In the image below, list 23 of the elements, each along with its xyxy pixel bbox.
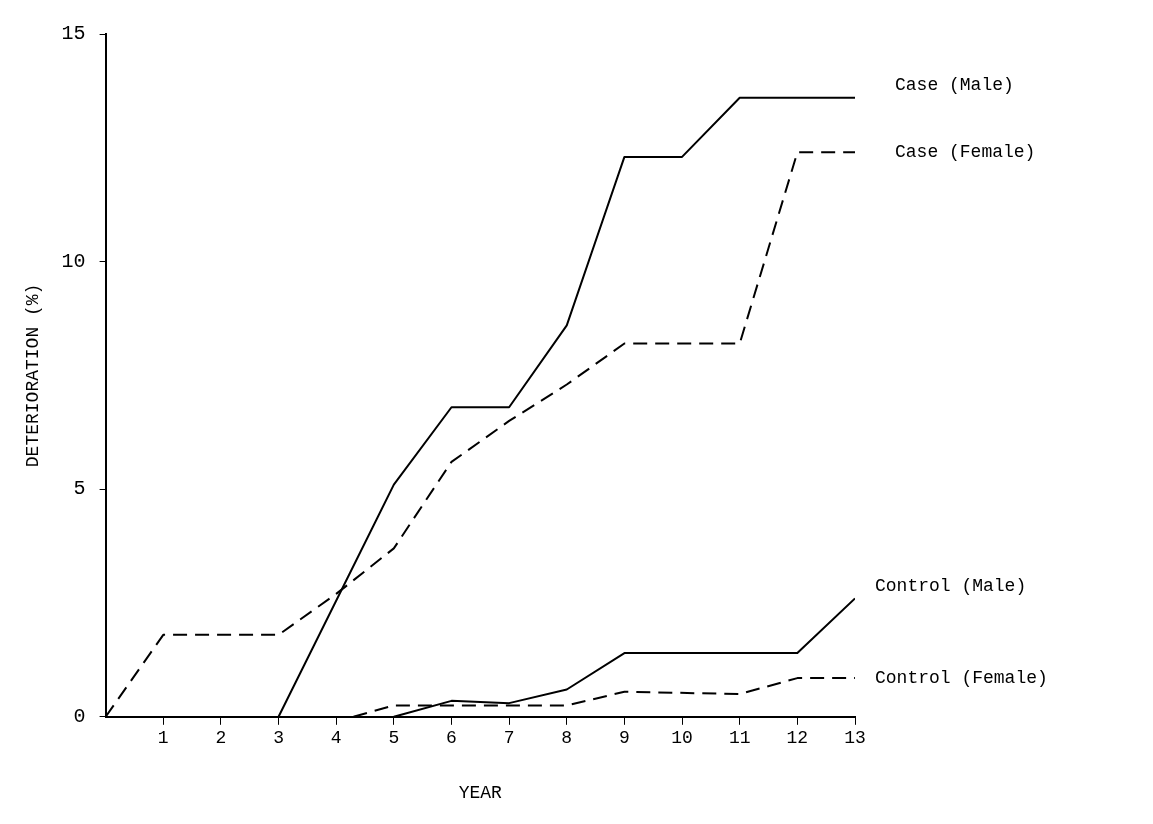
x-tick-label: 9 bbox=[619, 728, 630, 749]
x-tick-label: 11 bbox=[728, 728, 751, 749]
y-tick-label: 10 bbox=[61, 249, 86, 273]
text: Case (Male) bbox=[895, 75, 1014, 96]
y-axis-title: DETERIORATION (%) bbox=[22, 283, 43, 468]
x-tick-label: 5 bbox=[388, 728, 400, 749]
x-tick-label: 10 bbox=[671, 728, 693, 749]
text: Case (Female) bbox=[895, 142, 1036, 163]
x-tick-label: 2 bbox=[215, 728, 227, 749]
x-tick-label: 6 bbox=[446, 728, 457, 749]
x-tick-label: 4 bbox=[330, 728, 342, 749]
x-tick-label: 3 bbox=[273, 728, 284, 749]
series-label: Control (Female) bbox=[875, 667, 1048, 688]
x-tick-label: 13 bbox=[844, 728, 866, 749]
y-tick-label: 0 bbox=[73, 705, 86, 729]
y-tick-label: 5 bbox=[73, 477, 86, 501]
x-tick-label: 8 bbox=[561, 728, 573, 749]
x-tick-label: 7 bbox=[503, 728, 515, 749]
x-tick-label: 1 bbox=[157, 728, 169, 749]
series-label: Control (Male) bbox=[875, 576, 1027, 597]
y-tick-label: 15 bbox=[61, 22, 86, 46]
x-tick-label: 12 bbox=[786, 728, 809, 749]
x-axis-title: YEAR bbox=[458, 782, 503, 803]
